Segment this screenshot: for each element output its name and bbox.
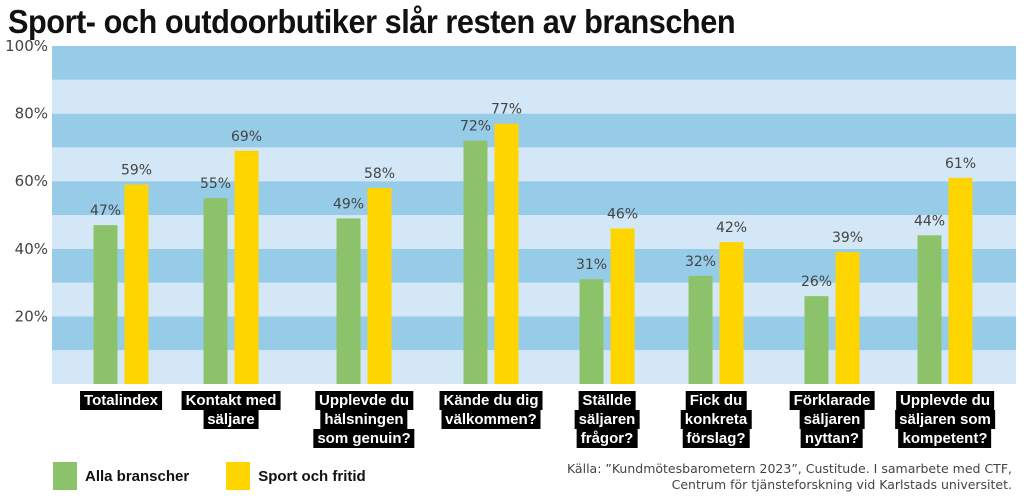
bar-sport-och-fritid bbox=[610, 228, 635, 384]
category-label: Upplevde du hälsningen som genuin? bbox=[313, 391, 415, 448]
y-tick-label: 100% bbox=[5, 37, 48, 55]
legend-item-alla-branscher: Alla branscher bbox=[53, 462, 189, 490]
background-band bbox=[52, 350, 1016, 384]
bar-alla-branscher bbox=[804, 296, 829, 384]
bar-sport-och-fritid bbox=[234, 150, 259, 384]
legend-label-alla-branscher: Alla branscher bbox=[85, 467, 190, 485]
bar-sport-och-fritid bbox=[367, 187, 392, 384]
background-band bbox=[52, 215, 1016, 249]
data-label: 42% bbox=[716, 220, 747, 236]
legend-label-sport-och-fritid: Sport och fritid bbox=[258, 467, 366, 485]
y-tick-label: 80% bbox=[15, 105, 48, 123]
category-label: Ställde säljaren frågor? bbox=[574, 391, 640, 448]
background-band bbox=[52, 113, 1016, 148]
data-label: 46% bbox=[607, 207, 638, 223]
bar-sport-och-fritid bbox=[124, 184, 149, 384]
data-label: 59% bbox=[121, 163, 152, 179]
category-label-line: Kontakt med bbox=[181, 391, 281, 410]
y-tick-label: 20% bbox=[15, 307, 48, 325]
data-label: 72% bbox=[460, 119, 491, 135]
category-label-line: konkreta bbox=[680, 410, 752, 429]
background-band bbox=[52, 147, 1016, 182]
category-label-line: Totalindex bbox=[80, 391, 162, 410]
category-label-line: Förklarade bbox=[789, 391, 875, 410]
category-label-line: Ställde bbox=[578, 391, 636, 410]
category-label-line: säljaren som bbox=[895, 410, 995, 429]
data-label: 39% bbox=[832, 230, 863, 246]
category-label-line: Fick du bbox=[685, 391, 747, 410]
source-line-1: Källa: ”Kundmötesbarometern 2023”, Custi… bbox=[566, 461, 1012, 476]
legend-swatch-sport-och-fritid bbox=[226, 462, 251, 490]
data-label: 32% bbox=[685, 254, 716, 270]
background-band bbox=[52, 46, 1016, 80]
category-label-line: Upplevde du bbox=[895, 391, 994, 410]
category-label-line: Upplevde du bbox=[314, 391, 413, 410]
data-label: 58% bbox=[364, 166, 395, 182]
data-label: 44% bbox=[914, 213, 945, 229]
background-band bbox=[52, 79, 1016, 114]
bar-alla-branscher bbox=[579, 279, 604, 384]
category-label-line: hälsningen bbox=[320, 410, 408, 429]
category-label: Kände du dig välkommen? bbox=[439, 391, 543, 429]
category-label: Totalindex bbox=[80, 391, 162, 410]
data-label: 47% bbox=[90, 203, 121, 219]
category-label: Kontakt med säljare bbox=[181, 391, 281, 429]
category-label: Förklarade säljaren nyttan? bbox=[789, 391, 875, 448]
category-label-line: säljare bbox=[203, 410, 259, 429]
data-label: 49% bbox=[333, 196, 364, 212]
bar-alla-branscher bbox=[336, 218, 361, 384]
bar-sport-och-fritid bbox=[494, 123, 519, 385]
background-band bbox=[52, 282, 1016, 317]
background-band bbox=[52, 248, 1016, 283]
background-bands bbox=[52, 46, 1016, 384]
data-label: 55% bbox=[200, 176, 231, 192]
bar-alla-branscher bbox=[463, 140, 488, 384]
data-label: 26% bbox=[801, 274, 832, 290]
category-label-line: säljaren bbox=[799, 410, 865, 429]
bar-alla-branscher bbox=[93, 225, 118, 384]
category-label-line: som genuin? bbox=[313, 429, 415, 448]
source-note: Källa: ”Kundmötesbarometern 2023”, Custi… bbox=[567, 461, 1012, 493]
category-label: Upplevde du säljaren som kompetent? bbox=[895, 391, 995, 448]
y-axis-ticks: 20% 40% 60% 80% 100% bbox=[5, 37, 48, 325]
category-label-line: Kände du dig bbox=[439, 391, 543, 410]
y-tick-label: 40% bbox=[15, 240, 48, 258]
chart-title: Sport- och outdoorbutiker slår resten av… bbox=[8, 3, 736, 40]
category-label-line: nyttan? bbox=[800, 429, 864, 448]
category-label-line: frågor? bbox=[576, 429, 638, 448]
background-band bbox=[52, 181, 1016, 215]
category-label-line: välkommen? bbox=[441, 410, 541, 429]
category-label-line: säljaren bbox=[574, 410, 640, 429]
data-label: 61% bbox=[945, 156, 976, 172]
data-labels: 47% 55% 49% 72% 31% 32% 26% 44% 59% 69% 58% 77% 46% 4… bbox=[90, 102, 976, 290]
bar-alla-branscher bbox=[203, 198, 228, 384]
category-label: Fick du konkreta förslag? bbox=[680, 391, 752, 448]
category-label-line: kompetent? bbox=[898, 429, 992, 448]
y-tick-label: 60% bbox=[15, 172, 48, 190]
source-line-2: Centrum för tjänsteforskning vid Karlsta… bbox=[671, 477, 1012, 492]
bar-sport-och-fritid bbox=[948, 177, 973, 384]
bar-sport-och-fritid bbox=[835, 252, 860, 384]
data-label: 69% bbox=[231, 129, 262, 145]
legend: Alla branscher Sport och fritid bbox=[53, 462, 403, 490]
bar-alla-branscher bbox=[688, 275, 713, 384]
data-label: 77% bbox=[491, 102, 522, 118]
bars bbox=[93, 123, 973, 385]
category-label-line: förslag? bbox=[682, 429, 750, 448]
legend-item-sport-och-fritid: Sport och fritid bbox=[226, 462, 366, 490]
data-label: 31% bbox=[576, 257, 607, 273]
legend-swatch-alla-branscher bbox=[53, 462, 77, 490]
bar-alla-branscher bbox=[917, 235, 942, 384]
bar-sport-och-fritid bbox=[719, 242, 744, 384]
background-band bbox=[52, 316, 1016, 351]
